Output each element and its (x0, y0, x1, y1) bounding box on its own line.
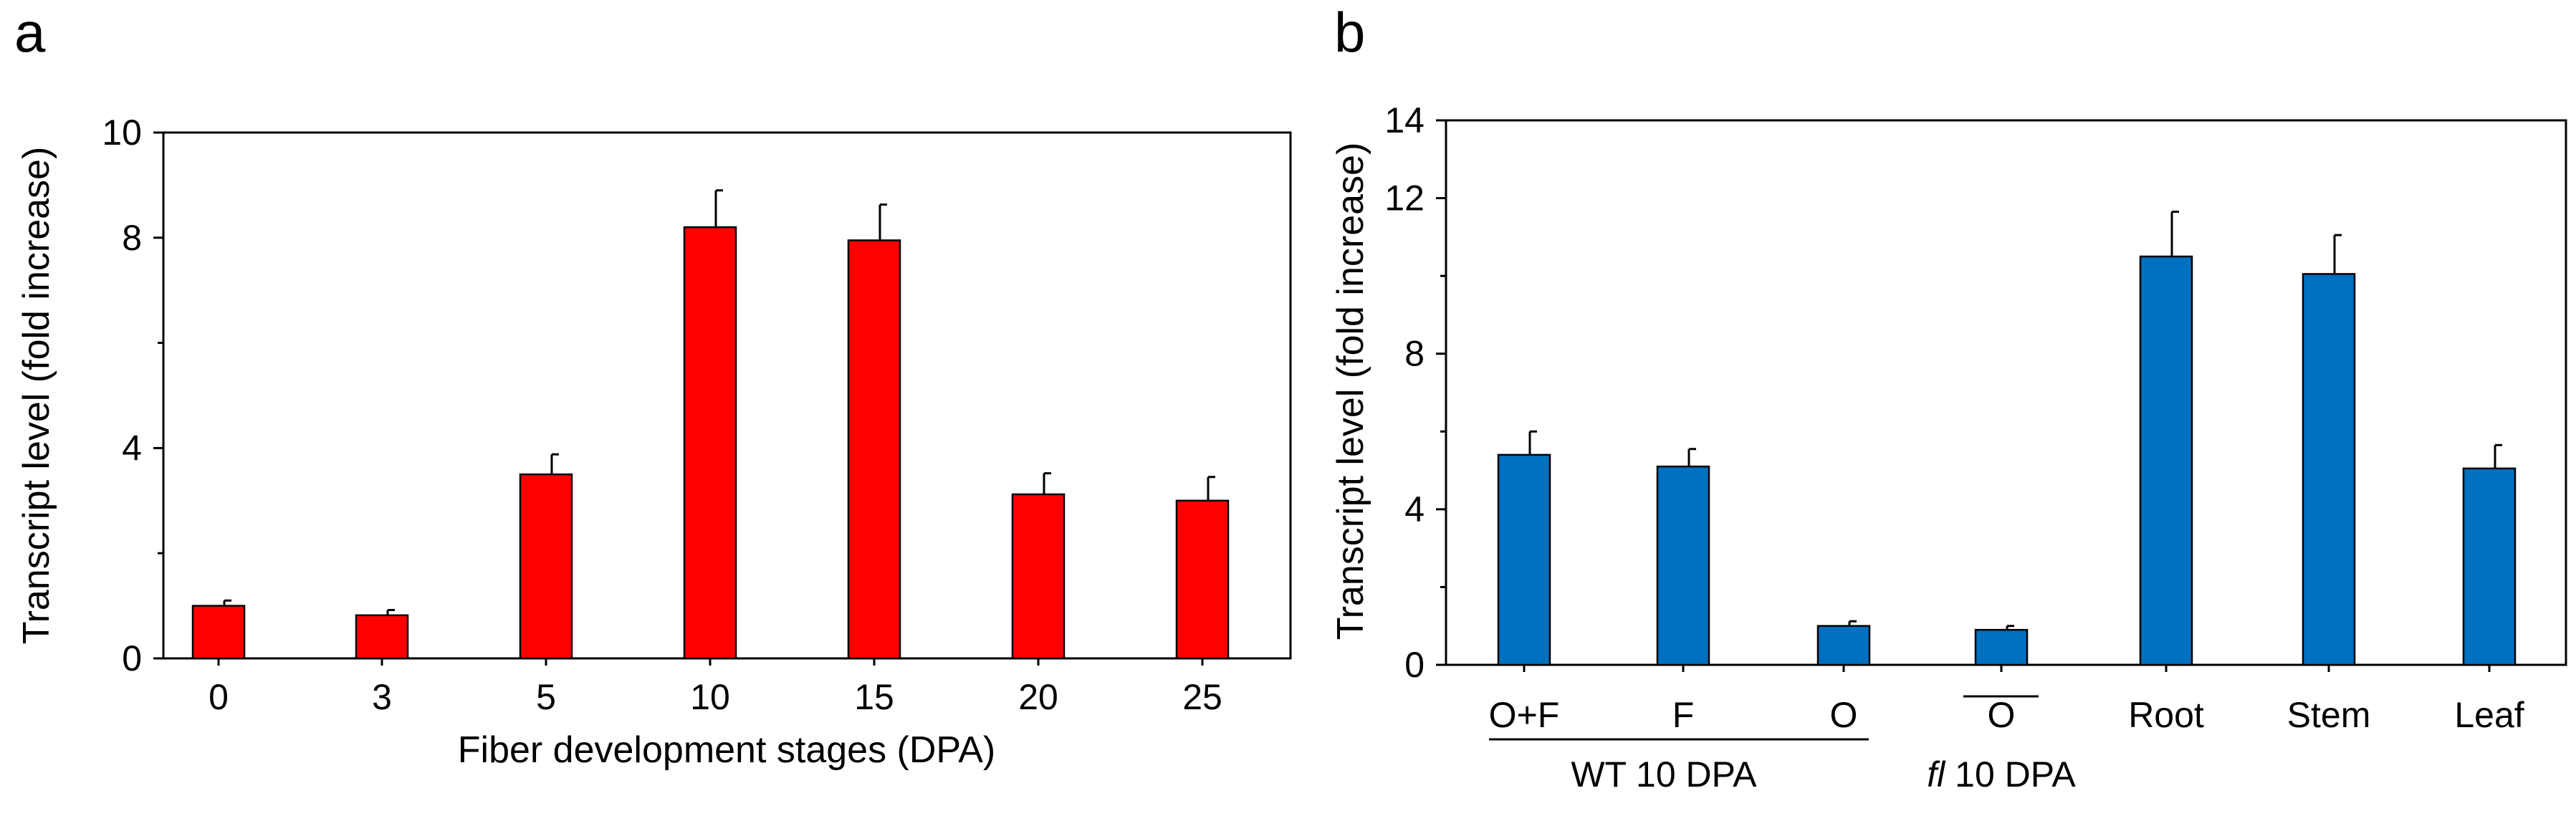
panel-a-x-tick-label: 3 (372, 677, 392, 717)
panel-b-x-tick-label: O (1988, 695, 2016, 735)
panel-b-bar (1656, 465, 1710, 666)
panel-a-letter: a (14, 1, 46, 64)
panel-a-y-axis-title: Transcript level (fold increase) (16, 147, 57, 645)
panel-b-bar (2139, 255, 2193, 666)
panel-a-x-tick-label: 5 (536, 677, 556, 717)
panel-b-y-tick-label: 0 (1404, 645, 1425, 685)
panel-b-x-tick-label: Root (2128, 695, 2204, 735)
panel-b-bar (1974, 628, 2029, 666)
panel-a-bar (519, 473, 573, 660)
panel-a-x-tick-label: 25 (1182, 677, 1222, 717)
panel-b: b Transcript level (fold increase) 0 4 8 12… (1330, 1, 2567, 795)
panel-a-x-tick-label: 20 (1018, 677, 1058, 717)
panel-a-bar (1175, 499, 1230, 660)
panel-a-ticks: 0 4 8 10 0 3 5 10 15 20 25 (102, 112, 1222, 717)
panel-b-bars (1497, 211, 2517, 666)
panel-a-x-tick-label: 10 (690, 677, 730, 717)
panel-b-ticks: 0 4 8 12 14 O+F F O O Root Stem Leaf (1384, 100, 2524, 735)
group-fl-label: fl 10 DPA (1927, 754, 2076, 795)
panel-b-bar (2302, 273, 2356, 666)
panel-b-y-tick-label: 8 (1404, 334, 1425, 374)
panel-a-x-tick-label: 0 (209, 677, 229, 717)
panel-a: a Transcript level (fold increase) Fiber… (14, 1, 1292, 771)
panel-a-bar (683, 226, 737, 660)
panel-b-x-tick-label: F (1672, 695, 1695, 735)
group-fl-rest: 10 DPA (1945, 754, 2076, 795)
panel-b-y-tick-label: 4 (1404, 489, 1425, 529)
panel-b-letter: b (1334, 1, 1365, 64)
panel-b-y-tick-label: 12 (1384, 178, 1425, 219)
group-wt-label: WT 10 DPA (1571, 754, 1757, 795)
panel-a-y-tick-label: 0 (122, 638, 142, 678)
panel-b-y-axis-title: Transcript level (fold increase) (1330, 143, 1371, 640)
panel-b-bar (1816, 625, 1871, 666)
panel-b-x-tick-label: Leaf (2454, 695, 2524, 735)
panel-b-x-tick-label: Stem (2287, 695, 2371, 735)
group-fl-italic: fl (1927, 754, 1946, 795)
panel-b-bar (2462, 467, 2517, 666)
panel-a-y-tick-label: 4 (122, 428, 142, 468)
panel-a-bar (355, 614, 409, 660)
panel-a-x-axis-title: Fiber development stages (DPA) (458, 729, 995, 771)
panel-b-y-tick-label: 14 (1384, 100, 1425, 140)
panel-b-bar (1497, 453, 1551, 666)
panel-b-x-tick-label: O+F (1489, 695, 1560, 735)
panel-a-bar (1011, 493, 1066, 660)
panel-a-bars (191, 189, 1230, 660)
panel-b-x-tick-label: O (1830, 695, 1858, 735)
panel-a-y-tick-label: 8 (122, 218, 142, 258)
panel-b-plot-frame (1445, 119, 2567, 666)
panel-a-bar (847, 239, 901, 660)
panel-a-bar (191, 605, 246, 660)
panel-a-y-tick-label: 10 (102, 112, 142, 153)
panel-a-x-tick-label: 15 (854, 677, 894, 717)
